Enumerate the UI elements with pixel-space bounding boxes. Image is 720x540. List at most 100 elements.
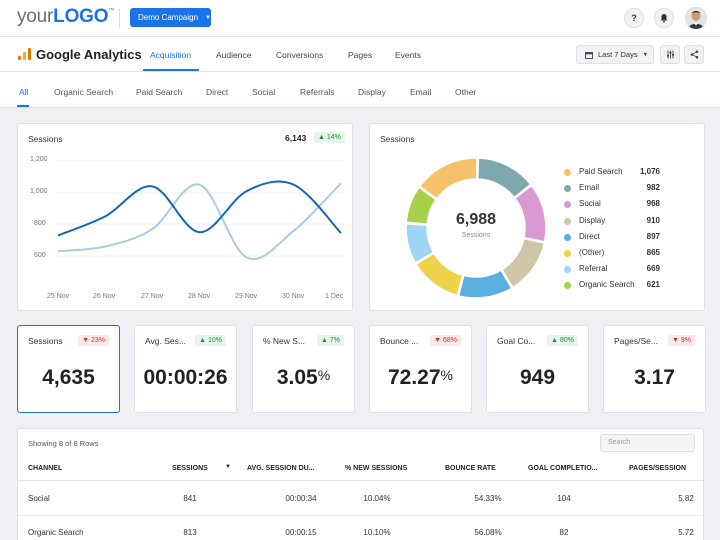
kpi-change-value: 9% — [680, 337, 691, 344]
table-row[interactable]: Organic Search 813 00:00:15 10.10% 56.08% 82 5… — [18, 515, 703, 540]
channels-table-card: Showing 8 of 8 Rows Search CHANNEL SESSI… — [17, 428, 704, 540]
kpi-unit: % — [440, 367, 453, 383]
legend-value: 968 — [646, 199, 660, 209]
table-row[interactable]: Social 841 00:00:34 10.04% 54.33% 104 5.82 — [18, 481, 703, 515]
kpi-change-badge: ▼ 9% — [668, 335, 695, 346]
series-line — [57, 182, 342, 261]
donut-slice[interactable] — [405, 223, 435, 264]
divider — [119, 9, 120, 28]
donut-slice[interactable] — [414, 252, 464, 297]
kpi-change-badge: ▲ 10% — [195, 335, 226, 346]
y-tick-label: 1,200 — [30, 156, 48, 163]
donut-slice[interactable] — [500, 237, 546, 289]
divider — [18, 480, 703, 481]
kpi-unit: % — [317, 367, 331, 383]
legend-item[interactable]: Paid Search 1,076 — [564, 167, 664, 177]
kpi-change-value: 80% — [559, 337, 574, 344]
filter-settings-button[interactable] — [660, 45, 680, 64]
channel-tab-paid-search[interactable]: Paid Search — [136, 87, 183, 97]
calendar-icon — [585, 51, 593, 59]
kpi-card-new-sessions[interactable]: % New S... ▲ 7% 3.05% — [252, 325, 355, 413]
campaign-dropdown[interactable]: Demo Campaign ▼ — [130, 8, 211, 27]
column-header-pages-per-session[interactable]: PAGES/SESSION — [629, 465, 687, 472]
help-button[interactable]: ? — [624, 8, 644, 28]
tab-pages[interactable]: Pages — [348, 50, 373, 60]
column-header-new-sessions[interactable]: % NEW SESSIONS — [345, 465, 408, 472]
donut-slice[interactable] — [418, 157, 478, 200]
channel-tab-all[interactable]: All — [19, 87, 29, 97]
kpi-card-sessions[interactable]: Sessions ▼ 23% 4,635 — [17, 325, 120, 413]
column-header-sessions[interactable]: SESSIONS — [172, 465, 208, 472]
x-tick-label: 28 Nov — [188, 293, 211, 300]
donut-slice[interactable] — [457, 269, 513, 299]
share-icon — [690, 50, 698, 59]
date-range-picker[interactable]: Last 7 Days ▼ — [576, 45, 654, 64]
legend-swatch — [564, 201, 571, 209]
x-tick-label: 29 Nov — [235, 293, 258, 300]
column-header-goal-completions[interactable]: GOAL COMPLETIO... — [528, 465, 598, 472]
table-search-input[interactable]: Search — [600, 434, 695, 452]
legend-item[interactable]: Email 982 — [564, 183, 664, 193]
kpi-number: 949 — [519, 366, 556, 389]
kpi-number: 4,635 — [42, 366, 95, 389]
kpi-card-bounce-rate[interactable]: Bounce ... ▼ 68% 72.27% — [369, 325, 472, 413]
kpi-title: Sessions — [28, 336, 63, 346]
donut-center-value: 6,988 — [455, 211, 497, 228]
channel-tab-display[interactable]: Display — [358, 87, 386, 97]
channel-tab-organic-search[interactable]: Organic Search — [54, 87, 114, 97]
donut-slice[interactable] — [513, 184, 547, 243]
legend-swatch — [564, 217, 571, 225]
analytics-header: Google Analytics Acquisition Audience Co… — [0, 37, 720, 72]
legend-item[interactable]: Direct 897 — [564, 232, 664, 242]
kpi-card-pages-per-session[interactable]: Pages/Se... ▼ 9% 3.17 — [603, 325, 706, 413]
kpi-title: % New S... — [263, 336, 306, 346]
share-button[interactable] — [684, 45, 704, 64]
logo-text-your: your — [17, 6, 54, 27]
legend-label: Social — [579, 199, 601, 209]
table-cell: 82 — [559, 528, 569, 537]
legend-item[interactable]: Display 910 — [564, 216, 664, 226]
help-icon: ? — [631, 13, 637, 23]
sort-desc-icon[interactable]: ▼ — [225, 464, 231, 470]
channel-tab-direct[interactable]: Direct — [206, 87, 229, 97]
kpi-number: 3.17 — [634, 366, 675, 389]
change-value: 14% — [326, 134, 341, 141]
notifications-button[interactable] — [654, 8, 674, 28]
legend-item[interactable]: (Other) 865 — [564, 248, 664, 258]
legend-value: 621 — [646, 280, 660, 290]
column-header-avg-session-duration[interactable]: AVG. SESSION DU... — [247, 465, 315, 472]
kpi-card-goal-completions[interactable]: Goal Co... ▲ 80% 949 — [486, 325, 589, 413]
rows-info: Showing 8 of 8 Rows — [28, 439, 99, 448]
legend-item[interactable]: Organic Search 621 — [564, 280, 664, 290]
legend-item[interactable]: Social 968 — [564, 199, 664, 209]
column-header-channel[interactable]: CHANNEL — [28, 465, 63, 472]
tab-conversions[interactable]: Conversions — [276, 50, 324, 60]
kpi-value: 3.05% — [253, 366, 354, 390]
channel-tab-referrals[interactable]: Referrals — [300, 87, 335, 97]
caret-down-icon: ▼ — [205, 14, 211, 21]
brand-logo[interactable]: yourLOGO™ — [17, 6, 114, 28]
donut-slice[interactable] — [405, 186, 438, 225]
tab-events[interactable]: Events — [395, 50, 421, 60]
y-tick-label: 1,000 — [30, 188, 48, 195]
channel-tab-social[interactable]: Social — [252, 87, 276, 97]
legend-value: 910 — [646, 215, 660, 225]
channel-tab-email[interactable]: Email — [410, 87, 432, 97]
donut-center-label: Sessions — [461, 232, 491, 239]
channel-filter-bar: All Organic Search Paid Search Direct So… — [0, 72, 720, 108]
y-tick-label: 800 — [34, 220, 46, 227]
kpi-change-badge: ▼ 23% — [78, 335, 109, 346]
channel-tab-other[interactable]: Other — [455, 87, 477, 97]
tab-acquisition[interactable]: Acquisition — [150, 50, 192, 60]
sliders-icon — [666, 50, 674, 59]
donut-slice[interactable] — [476, 157, 532, 199]
arrow-up-icon: ▲ — [551, 337, 560, 344]
arrow-up-icon: ▲ — [318, 134, 327, 141]
kpi-card-avg-session-duration[interactable]: Avg. Ses... ▲ 10% 00:00:26 — [134, 325, 237, 413]
user-avatar[interactable] — [685, 7, 707, 29]
legend-item[interactable]: Referral 669 — [564, 264, 664, 274]
x-tick-label: 1 Dec — [325, 293, 344, 300]
column-header-bounce-rate[interactable]: BOUNCE RATE — [445, 465, 496, 472]
tab-audience[interactable]: Audience — [216, 50, 252, 60]
active-tab-indicator — [143, 69, 199, 71]
